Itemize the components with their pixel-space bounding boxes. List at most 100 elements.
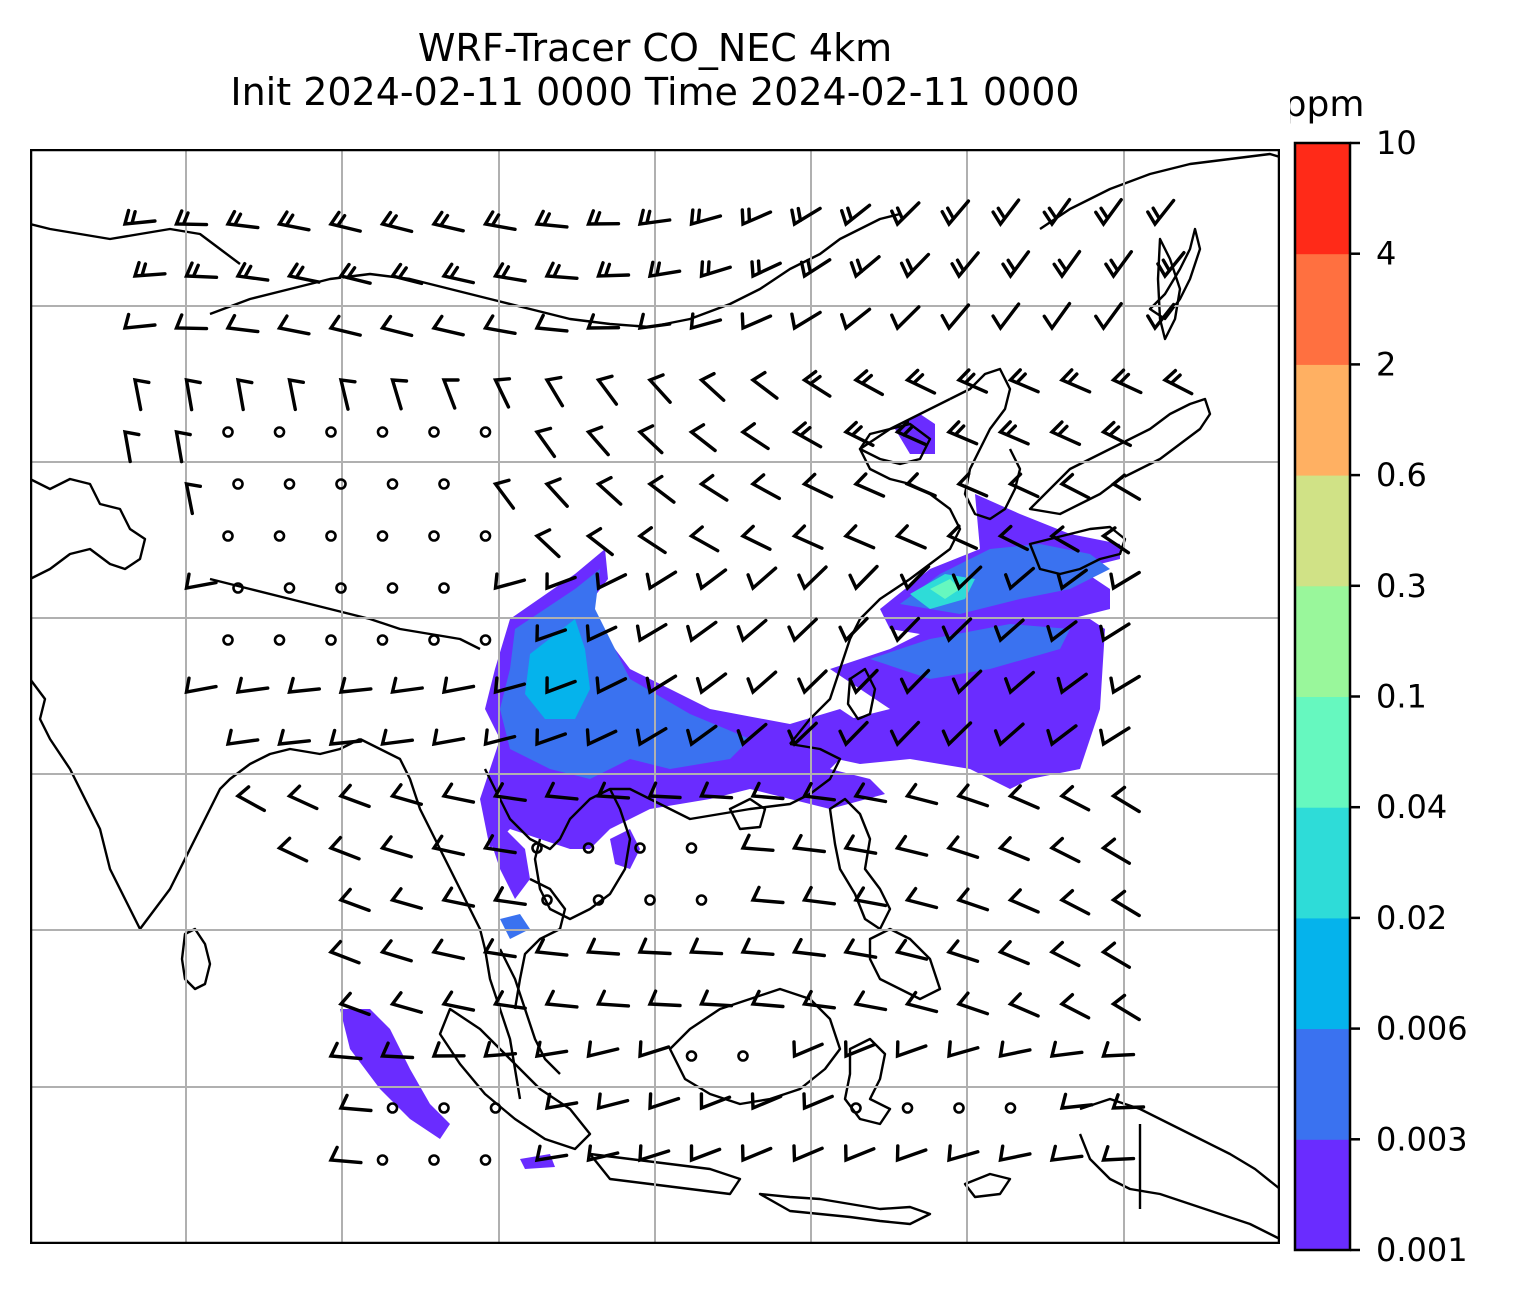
wind-barb — [894, 938, 929, 961]
wind-barb — [853, 990, 888, 1012]
wind-barb — [379, 314, 414, 338]
wind-barb-calm — [273, 426, 286, 438]
coast-philippines-luzon — [828, 797, 892, 931]
wind-barb — [750, 1092, 783, 1111]
wind-barb — [235, 785, 266, 813]
wind-barb — [956, 887, 990, 912]
wind-barb — [899, 252, 931, 279]
wind-barb — [635, 623, 668, 643]
wind-barb — [441, 262, 475, 285]
wind-barb-calm — [685, 842, 698, 854]
wind-barb — [534, 1144, 569, 1163]
wind-barb — [389, 991, 423, 1014]
wind-barb — [1049, 525, 1080, 553]
wind-barb — [586, 209, 621, 226]
wind-barb — [338, 676, 373, 694]
plume-ecs-inner — [870, 624, 1070, 679]
wind-barb-calm — [438, 1102, 450, 1114]
coast-timor — [963, 1172, 1012, 1199]
wind-barb — [889, 616, 921, 643]
plume-sumatra — [340, 1009, 450, 1139]
wind-barb — [740, 422, 770, 451]
wind-barb — [637, 312, 672, 331]
wind-barb — [740, 524, 772, 551]
wind-barb — [595, 676, 628, 695]
wind-barb-calm — [695, 894, 708, 906]
wind-barb — [586, 313, 621, 330]
wind-barb — [1001, 250, 1031, 279]
wind-barb — [328, 835, 361, 861]
coast-sri-lanka — [180, 927, 212, 991]
border-russia — [30, 222, 241, 265]
wind-barb — [899, 668, 931, 695]
wind-barb — [1059, 472, 1091, 500]
wind-barb — [441, 782, 476, 804]
colorbar-band — [1295, 917, 1350, 1030]
wind-barb — [585, 425, 610, 457]
plume-china-inner — [500, 569, 750, 779]
wind-barb — [802, 1092, 834, 1111]
wind-barb — [1042, 301, 1072, 332]
wind-barb — [286, 784, 319, 811]
chart-title: WRF-Tracer CO_NEC 4km Init 2024-02-11 00… — [30, 26, 1280, 114]
wind-barb — [843, 938, 878, 959]
wind-barb — [801, 989, 836, 1010]
wind-barb-calm — [953, 1102, 965, 1114]
wind-barb — [843, 834, 878, 855]
wind-barb — [838, 720, 869, 747]
wind-barb — [1110, 368, 1143, 395]
wind-barb — [695, 672, 728, 695]
title-line-2: Init 2024-02-11 0000 Time 2024-02-11 000… — [230, 70, 1080, 114]
wind-barb — [390, 676, 424, 695]
wind-barb — [1110, 473, 1142, 501]
coast-gulf-thailand — [513, 877, 567, 1010]
wind-barb — [698, 781, 734, 800]
colorbar-tick-label: 0.3 — [1376, 567, 1427, 605]
wind-barb — [389, 262, 424, 286]
wind-barb — [379, 1041, 415, 1060]
wind-barb — [1059, 785, 1091, 812]
wind-barb — [595, 781, 631, 800]
wind-barb — [534, 937, 569, 957]
wind-barb — [645, 570, 678, 591]
wind-barb — [637, 937, 672, 956]
wind-barb-calm — [479, 634, 492, 646]
wind-barb-calm — [582, 842, 595, 854]
wind-barb — [894, 524, 927, 550]
wind-barb — [740, 207, 773, 227]
wind-barb — [183, 261, 219, 279]
wind-barb — [1042, 197, 1072, 228]
wind-barb — [946, 939, 980, 963]
wind-barb — [184, 676, 218, 695]
wind-barb — [1094, 302, 1123, 331]
wind-barb — [689, 1144, 722, 1163]
wind-barb — [595, 989, 631, 1008]
wind-barb — [482, 314, 517, 335]
wind-barb — [799, 258, 832, 279]
wind-barb — [492, 886, 527, 906]
colorbar-tick-label: 0.6 — [1376, 456, 1427, 494]
wind-barb — [493, 676, 527, 695]
wind-barb-calm — [325, 634, 337, 646]
wind-barb — [750, 370, 779, 400]
wind-barb — [441, 886, 476, 908]
wind-barb — [686, 724, 718, 747]
wind-barb — [941, 617, 973, 643]
wind-barb-calm — [335, 478, 347, 490]
wind-barb — [338, 887, 371, 913]
wind-barb — [791, 833, 826, 854]
wind-barb — [225, 209, 260, 230]
wind-barb — [535, 624, 567, 643]
wind-barb — [1046, 724, 1078, 747]
wind-barb — [947, 1144, 980, 1163]
wind-barb — [899, 564, 931, 591]
wind-barb-calm — [1004, 1102, 1017, 1114]
wind-barb — [1146, 302, 1176, 331]
wind-barb-calm — [634, 842, 646, 854]
wind-barb — [895, 1144, 928, 1163]
wind-barb — [699, 260, 732, 279]
wind-barb — [492, 990, 527, 1010]
colorbar-band — [1295, 807, 1350, 919]
wind-barb — [328, 1041, 363, 1061]
coast-india-west — [30, 678, 361, 931]
